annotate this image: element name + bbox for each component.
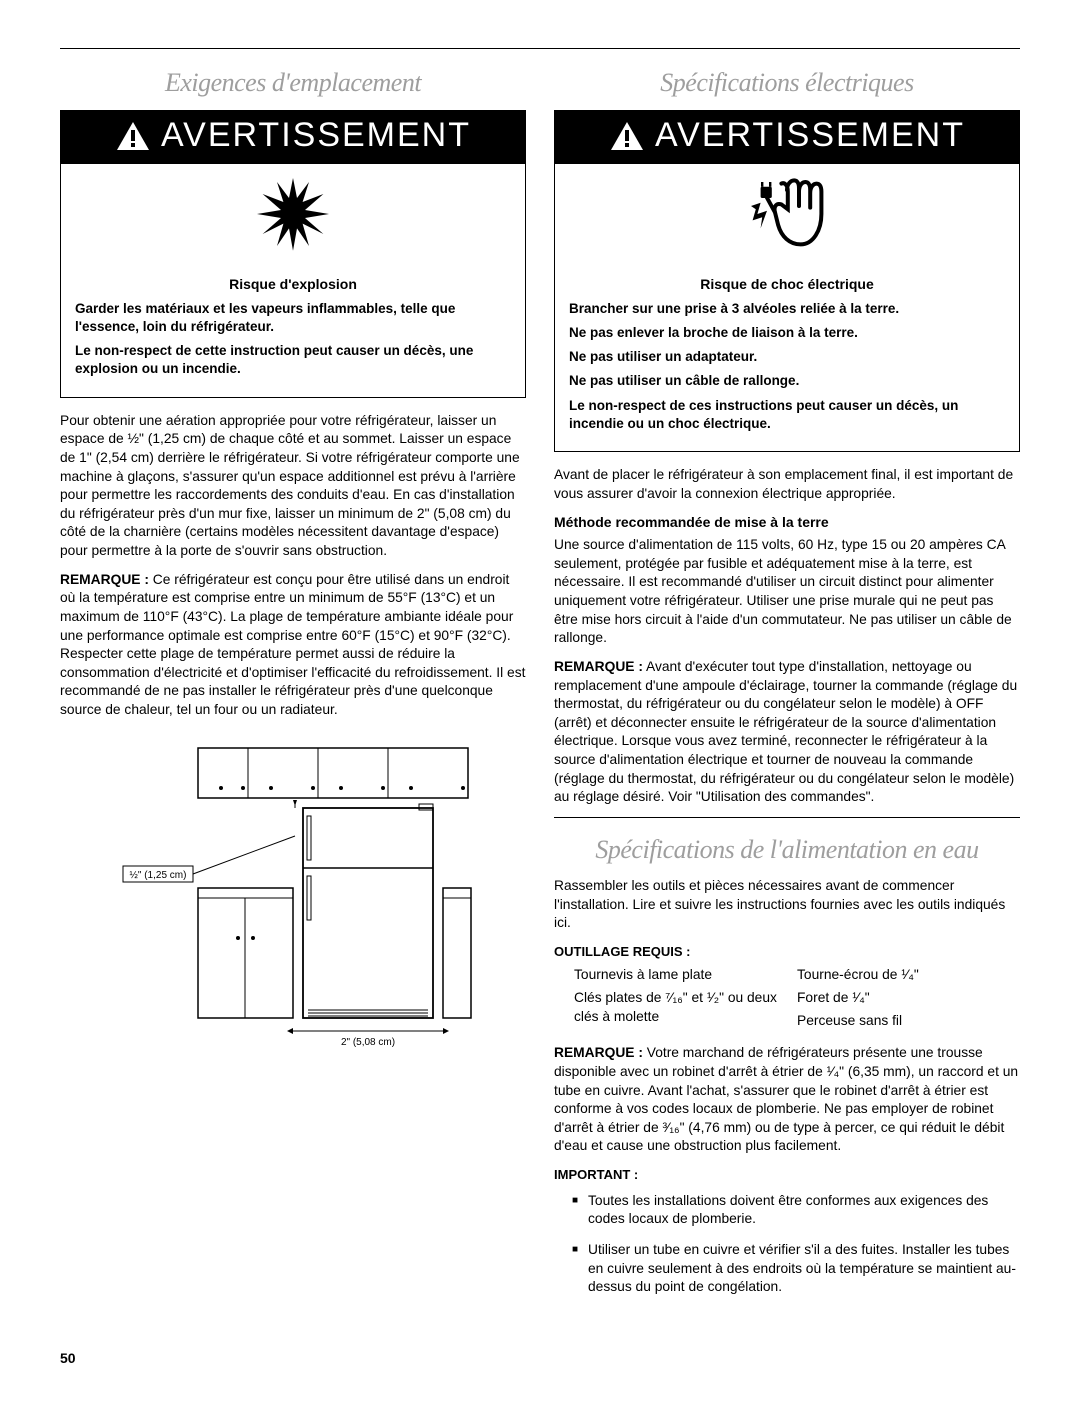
warning-header-text: AVERTISSEMENT — [161, 113, 471, 159]
right-para2: Une source d'alimentation de 115 volts, … — [554, 536, 1020, 648]
tools-col-right: Tourne-écrou de ¹⁄₄" Foret de ¹⁄₄" Perce… — [797, 966, 1020, 1034]
top-rule — [60, 48, 1020, 49]
right-column: Spécifications électriques AVERTISSEMENT — [554, 65, 1020, 1309]
fridge-clearance-diagram: ½" (1,25 cm) 2" (5,08 cm) — [113, 738, 473, 1048]
left-section-title: Exigences d'emplacement — [60, 65, 526, 100]
warning-header: AVERTISSEMENT — [555, 111, 1019, 164]
two-column-layout: Exigences d'emplacement AVERTISSEMENT Ri… — [60, 65, 1020, 1309]
warning-line: Ne pas utiliser un adaptateur. — [569, 348, 1005, 366]
tool-item: Tournevis à lame plate — [574, 966, 797, 985]
remark-text: Ce réfrigérateur est conçu pour être uti… — [60, 572, 525, 717]
right-remark2: REMARQUE : Votre marchand de réfrigérate… — [554, 1044, 1020, 1156]
important-list: Toutes les installations doivent être co… — [572, 1192, 1020, 1297]
list-item: Utiliser un tube en cuivre et vérifier s… — [572, 1241, 1020, 1297]
explosion-icon-block — [61, 164, 525, 269]
important-label: IMPORTANT : — [554, 1166, 1020, 1184]
warning-triangle-icon — [609, 120, 645, 152]
right-para1: Avant de placer le réfrigérateur à son e… — [554, 466, 1020, 503]
warning-line: Ne pas utiliser un câble de rallonge. — [569, 372, 1005, 390]
warning-line: Garder les matériaux et les vapeurs infl… — [75, 300, 511, 336]
diagram-bottom-label: 2" (5,08 cm) — [341, 1037, 395, 1048]
left-remark: REMARQUE : Ce réfrigérateur est conçu po… — [60, 571, 526, 720]
warning-line: Le non-respect de ces instructions peut … — [569, 397, 1005, 433]
warning-body: Risque d'explosion Garder les matériaux … — [61, 269, 525, 397]
warning-box-shock: AVERTISSEMENT Risque de choc électrique … — [554, 110, 1020, 452]
section-divider — [554, 817, 1020, 818]
tool-item: Clés plates de ⁷⁄₁₆" et ¹⁄₂" ou deux clé… — [574, 989, 797, 1026]
tool-item: Tourne-écrou de ¹⁄₄" — [797, 966, 1020, 985]
tool-item: Foret de ¹⁄₄" — [797, 989, 1020, 1008]
tools-col-left: Tournevis à lame plate Clés plates de ⁷⁄… — [574, 966, 797, 1034]
warning-title: Risque de choc électrique — [569, 275, 1005, 294]
tool-item: Perceuse sans fil — [797, 1012, 1020, 1031]
warning-body: Risque de choc électrique Brancher sur u… — [555, 269, 1019, 451]
warning-title: Risque d'explosion — [75, 275, 511, 294]
warning-header: AVERTISSEMENT — [61, 111, 525, 164]
remark-label: REMARQUE : — [60, 572, 149, 587]
warning-box-explosion: AVERTISSEMENT Risque d'explosion Garder … — [60, 110, 526, 398]
warning-line: Le non-respect de cette instruction peut… — [75, 342, 511, 378]
tools-label: OUTILLAGE REQUIS : — [554, 943, 1020, 961]
warning-triangle-icon — [115, 120, 151, 152]
list-item: Toutes les installations doivent être co… — [572, 1192, 1020, 1229]
remark-label: REMARQUE : — [554, 1045, 643, 1060]
left-column: Exigences d'emplacement AVERTISSEMENT Ri… — [60, 65, 526, 1309]
warning-header-text: AVERTISSEMENT — [655, 113, 965, 159]
left-para1: Pour obtenir une aération appropriée pou… — [60, 412, 526, 561]
grounding-heading: Méthode recommandée de mise à la terre — [554, 513, 1020, 532]
electric-shock-icon — [743, 174, 831, 254]
warning-line: Ne pas enlever la broche de liaison à la… — [569, 324, 1005, 342]
kitchen-diagram: ½" (1,25 cm) 2" (5,08 cm) — [60, 738, 526, 1048]
right-remark: REMARQUE : Avant d'exécuter tout type d'… — [554, 658, 1020, 807]
remark-label: REMARQUE : — [554, 659, 643, 674]
right-section2-title: Spécifications de l'alimentation en eau — [554, 832, 1020, 867]
explosion-icon — [253, 174, 333, 254]
remark-text: Votre marchand de réfrigérateurs présent… — [554, 1045, 1018, 1153]
diagram-side-label: ½" (1,25 cm) — [130, 870, 187, 881]
remark-text: Avant d'exécuter tout type d'installatio… — [554, 659, 1017, 804]
page-number: 50 — [60, 1349, 1020, 1368]
right-para3: Rassembler les outils et pièces nécessai… — [554, 877, 1020, 933]
warning-line: Brancher sur une prise à 3 alvéoles reli… — [569, 300, 1005, 318]
right-section1-title: Spécifications électriques — [554, 65, 1020, 100]
tools-table: Tournevis à lame plate Clés plates de ⁷⁄… — [574, 966, 1020, 1034]
shock-icon-block — [555, 164, 1019, 269]
